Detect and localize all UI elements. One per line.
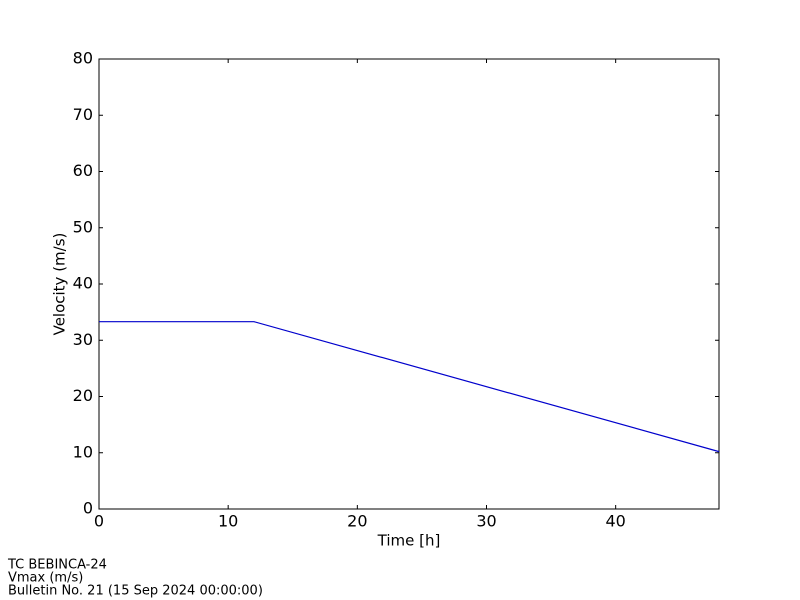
y-axis-label: Velocity (m/s) xyxy=(51,233,69,336)
x-tick-label: 40 xyxy=(605,512,625,531)
y-tick-label: 50 xyxy=(73,217,93,236)
footer-note: TC BEBINCA-24 xyxy=(7,558,107,573)
footer-note: Bulletin No. 21 (15 Sep 2024 00:00:00) xyxy=(8,584,263,599)
y-tick-label: 30 xyxy=(73,330,93,349)
y-tick-label: 60 xyxy=(73,161,93,180)
plot-frame xyxy=(98,58,720,510)
y-tick-label: 20 xyxy=(73,386,93,405)
y-tick-label: 10 xyxy=(73,442,93,461)
y-tick-label: 40 xyxy=(73,274,93,293)
x-tick-label: 20 xyxy=(347,512,367,531)
x-tick-label: 0 xyxy=(94,512,104,531)
data-line xyxy=(99,321,720,453)
x-tick-label: 30 xyxy=(476,512,496,531)
y-tick-label: 0 xyxy=(83,499,93,518)
y-tick-label: 70 xyxy=(73,105,93,124)
footer-note: Vmax (m/s) xyxy=(8,571,83,586)
x-tick-label: 10 xyxy=(218,512,238,531)
y-tick-label: 80 xyxy=(73,49,93,68)
x-axis-label: Time [h] xyxy=(377,532,441,550)
